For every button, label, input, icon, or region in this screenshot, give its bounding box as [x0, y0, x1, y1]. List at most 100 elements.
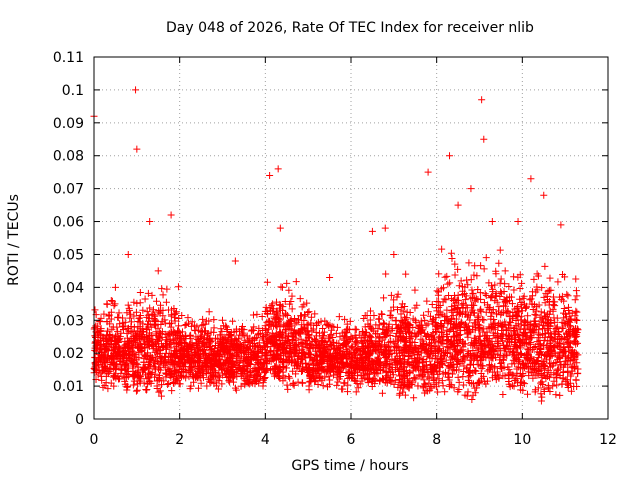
data-point — [207, 338, 215, 346]
data-point — [229, 317, 237, 325]
data-point — [185, 343, 193, 351]
y-tick-label: 0.02 — [53, 346, 84, 362]
data-point — [206, 374, 214, 382]
data-point — [414, 382, 422, 390]
data-point — [204, 366, 212, 374]
data-point — [572, 287, 580, 295]
data-point — [115, 336, 123, 344]
data-point — [572, 275, 580, 283]
data-point — [480, 316, 488, 324]
data-point — [194, 364, 202, 372]
data-point — [402, 270, 410, 278]
data-point-peak — [276, 224, 284, 232]
data-point — [174, 283, 182, 291]
data-point — [227, 364, 235, 372]
data-point-peak — [154, 267, 162, 275]
data-point — [172, 376, 180, 384]
data-point — [111, 340, 119, 348]
data-point — [181, 339, 189, 347]
data-point — [464, 388, 472, 396]
data-point-peak — [488, 218, 496, 226]
data-point — [245, 380, 253, 388]
data-point — [164, 359, 172, 367]
data-point — [250, 352, 258, 360]
data-point — [170, 305, 178, 313]
data-point — [237, 382, 245, 390]
data-point — [352, 326, 360, 334]
data-point — [132, 336, 140, 344]
data-point — [215, 369, 223, 377]
data-point — [177, 371, 185, 379]
data-point — [130, 298, 138, 306]
data-point — [134, 323, 142, 331]
data-point — [249, 379, 257, 387]
data-point — [172, 367, 180, 375]
data-point — [564, 292, 572, 300]
data-point — [495, 303, 503, 311]
data-point — [200, 327, 208, 335]
data-point — [104, 385, 112, 393]
data-point — [238, 323, 246, 331]
y-tick-label: 0.01 — [53, 379, 84, 395]
data-point — [333, 381, 341, 389]
data-point — [155, 334, 163, 342]
data-point — [143, 308, 151, 316]
data-point — [161, 363, 169, 371]
x-tick-label: 0 — [90, 432, 99, 448]
data-point — [135, 342, 143, 350]
data-point — [220, 337, 228, 345]
data-point — [108, 359, 116, 367]
data-point — [572, 316, 580, 324]
data-point — [178, 328, 186, 336]
data-point — [162, 344, 170, 352]
data-point — [144, 323, 152, 331]
data-point — [255, 379, 263, 387]
data-point — [125, 304, 133, 312]
y-tick-label: 0.03 — [53, 313, 84, 329]
data-point — [190, 378, 198, 386]
data-point-peak — [266, 171, 274, 179]
data-point — [180, 372, 188, 380]
data-point — [228, 361, 236, 369]
data-point — [228, 369, 236, 377]
data-point — [196, 335, 204, 343]
data-point — [423, 297, 431, 305]
x-tick-label: 6 — [347, 432, 356, 448]
data-point — [219, 344, 227, 352]
x-tick-label: 4 — [261, 432, 270, 448]
data-point-peak — [381, 224, 389, 232]
data-point — [353, 339, 361, 347]
data-point — [152, 365, 160, 373]
data-point — [236, 344, 244, 352]
data-point — [103, 318, 111, 326]
data-point — [244, 338, 252, 346]
data-point — [107, 315, 115, 323]
data-point — [97, 372, 105, 380]
data-point — [202, 358, 210, 366]
data-point — [114, 373, 122, 381]
data-point — [117, 358, 125, 366]
data-point — [216, 331, 224, 339]
data-point — [546, 274, 554, 282]
data-point — [119, 323, 127, 331]
data-point-peak — [111, 283, 119, 291]
data-point — [196, 355, 204, 363]
data-point — [530, 275, 538, 283]
data-point — [155, 388, 163, 396]
data-point-peak — [231, 257, 239, 265]
data-point — [124, 370, 132, 378]
data-point — [229, 362, 237, 370]
data-point — [219, 336, 227, 344]
data-point — [211, 361, 219, 369]
data-point — [118, 366, 126, 374]
data-point — [148, 368, 156, 376]
data-point — [541, 262, 549, 270]
data-point — [296, 295, 304, 303]
data-point — [156, 335, 164, 343]
data-point — [123, 329, 131, 337]
data-point — [256, 360, 264, 368]
data-point — [263, 278, 271, 286]
data-point — [160, 352, 168, 360]
data-point — [203, 382, 211, 390]
data-point — [153, 384, 161, 392]
